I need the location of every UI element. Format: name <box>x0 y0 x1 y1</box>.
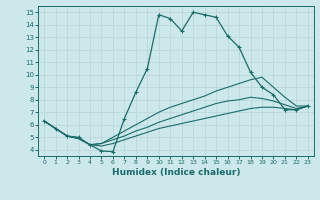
X-axis label: Humidex (Indice chaleur): Humidex (Indice chaleur) <box>112 168 240 177</box>
